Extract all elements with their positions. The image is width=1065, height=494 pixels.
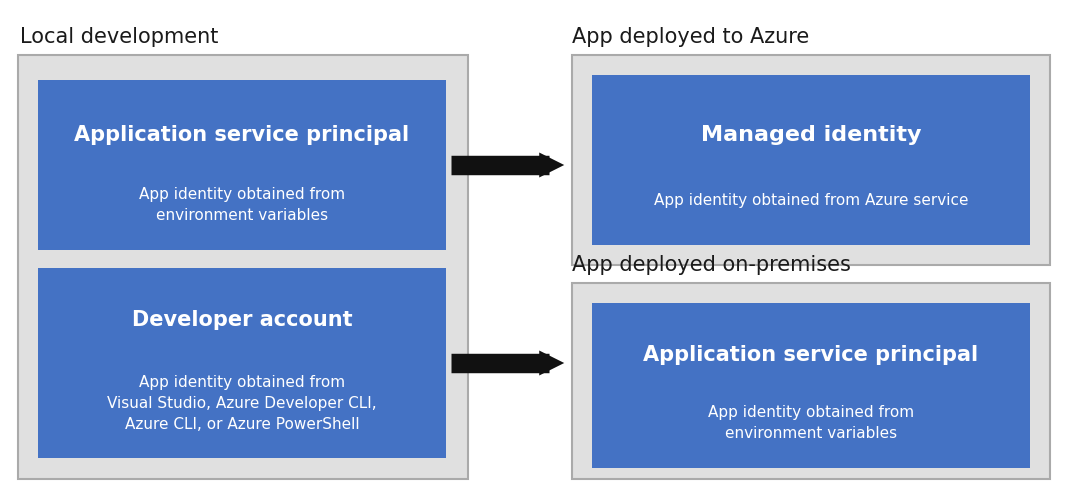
- Text: App identity obtained from
environment variables: App identity obtained from environment v…: [708, 405, 914, 441]
- Text: App deployed on-premises: App deployed on-premises: [572, 255, 851, 275]
- Text: App identity obtained from
Visual Studio, Azure Developer CLI,
Azure CLI, or Azu: App identity obtained from Visual Studio…: [108, 374, 377, 431]
- Bar: [592, 303, 1030, 468]
- Bar: [38, 80, 446, 250]
- Text: or: or: [233, 265, 253, 285]
- Bar: [18, 55, 468, 479]
- Text: Application service principal: Application service principal: [75, 125, 410, 145]
- Bar: [592, 75, 1030, 245]
- Text: App identity obtained from Azure service: App identity obtained from Azure service: [654, 193, 968, 207]
- Text: App deployed to Azure: App deployed to Azure: [572, 27, 809, 47]
- Text: Application service principal: Application service principal: [643, 345, 979, 365]
- Text: Managed identity: Managed identity: [701, 125, 921, 145]
- Text: Developer account: Developer account: [132, 310, 353, 330]
- Bar: [38, 268, 446, 458]
- Text: App identity obtained from
environment variables: App identity obtained from environment v…: [138, 187, 345, 223]
- Bar: [572, 283, 1050, 479]
- Text: Local development: Local development: [20, 27, 218, 47]
- Bar: [572, 55, 1050, 265]
